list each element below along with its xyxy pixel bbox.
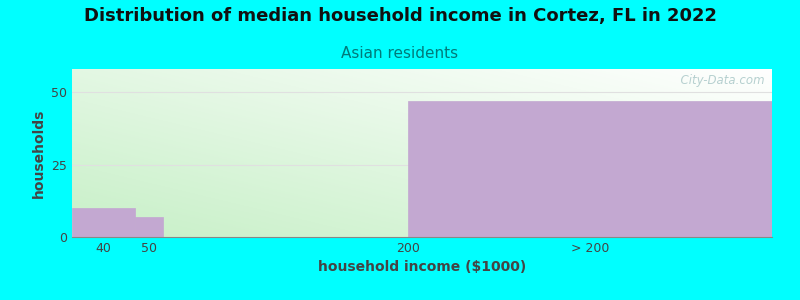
Bar xyxy=(135,217,163,237)
Bar xyxy=(72,208,135,237)
Bar xyxy=(408,101,772,237)
Y-axis label: households: households xyxy=(31,108,46,198)
Text: City-Data.com: City-Data.com xyxy=(674,74,765,87)
Text: Distribution of median household income in Cortez, FL in 2022: Distribution of median household income … xyxy=(83,8,717,26)
X-axis label: household income ($1000): household income ($1000) xyxy=(318,260,526,274)
Text: Asian residents: Asian residents xyxy=(342,46,458,62)
